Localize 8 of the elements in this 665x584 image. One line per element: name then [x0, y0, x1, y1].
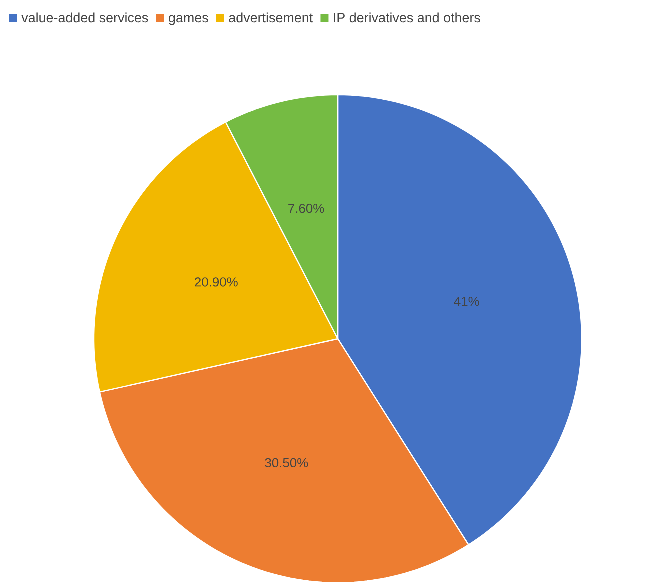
data-label: 7.60% — [288, 204, 324, 214]
legend-label: value-added services — [22, 12, 148, 23]
data-label: 41% — [454, 297, 480, 306]
data-label: 30.50% — [265, 458, 308, 468]
legend-label: IP derivatives and others — [334, 12, 480, 23]
legend-label: games — [169, 15, 208, 26]
legend-label: advertisement — [229, 12, 314, 23]
data-label: 20.90% — [195, 278, 238, 287]
